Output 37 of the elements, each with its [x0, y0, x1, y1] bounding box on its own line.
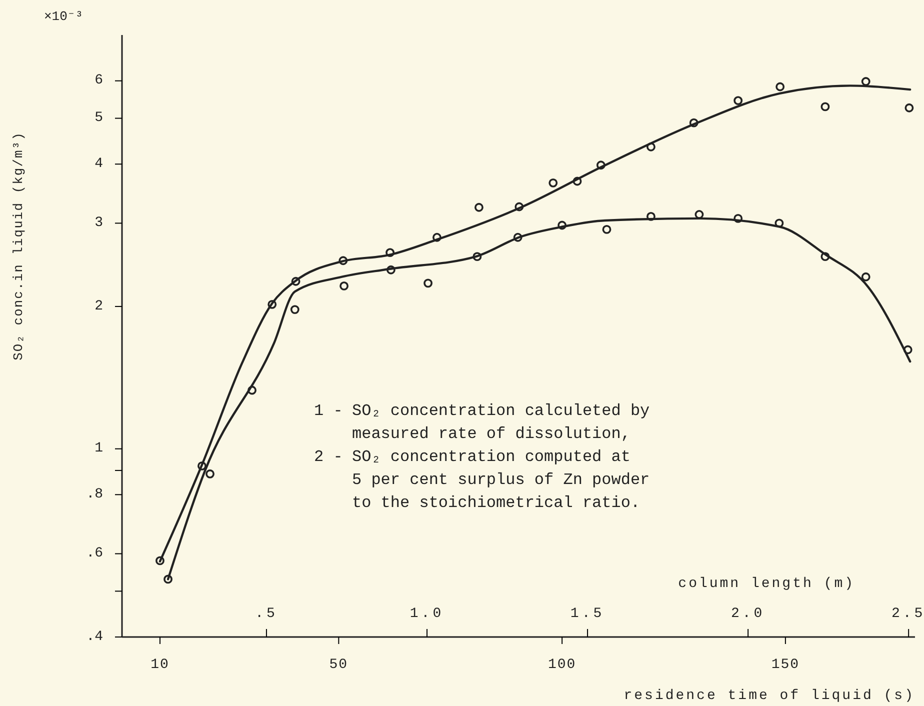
y-tick-label: 6	[94, 72, 103, 89]
y-tick-label: .6	[86, 546, 103, 562]
x2-tick-label: 1.5	[570, 606, 605, 622]
point	[474, 202, 484, 212]
x-tick-label: 10	[150, 656, 170, 673]
annotation: 2 - SO₂ concentration computed at 5 per cent surplus of Zn powder to the stoichiometrical ratio.	[314, 448, 650, 512]
x2-axis-title: column length (m)	[678, 576, 855, 592]
point	[548, 178, 558, 188]
y-tick-label: .8	[86, 486, 103, 502]
y-tick-label: 3	[94, 214, 103, 231]
x-tick-label: 150	[771, 656, 800, 673]
point	[861, 272, 870, 282]
x2-tick-label: 2.0	[730, 606, 766, 622]
x-axis-title: residence time of liquid (s)	[624, 688, 915, 704]
y-tick-label: 4	[94, 156, 103, 172]
point	[861, 77, 870, 86]
point	[602, 224, 612, 234]
text: ×10⁻³	[44, 9, 84, 24]
point	[820, 102, 830, 112]
point	[206, 469, 214, 478]
x-tick-label: 50	[329, 656, 348, 673]
point	[734, 96, 743, 106]
x-tick-label: 100	[548, 656, 576, 673]
y-tick-label: .4	[86, 628, 103, 645]
point	[904, 103, 914, 112]
y-tick-label: 5	[94, 110, 103, 126]
y-axis-title: SO₂ conc.in liquid (kg/m³)	[11, 132, 26, 360]
point	[424, 278, 432, 288]
y-tick-label: 1	[94, 440, 103, 457]
x2-tick-label: .5	[255, 606, 278, 622]
annotation: 1 - SO₂ concentration calculeted by measured rate of dissolution,	[314, 402, 650, 443]
x2-tick-label: 2.5	[891, 606, 924, 622]
y-tick-label: 2	[94, 298, 103, 314]
point	[290, 305, 300, 314]
point	[776, 82, 785, 92]
x2-tick-label: 1.0	[410, 606, 444, 622]
point	[340, 281, 349, 290]
